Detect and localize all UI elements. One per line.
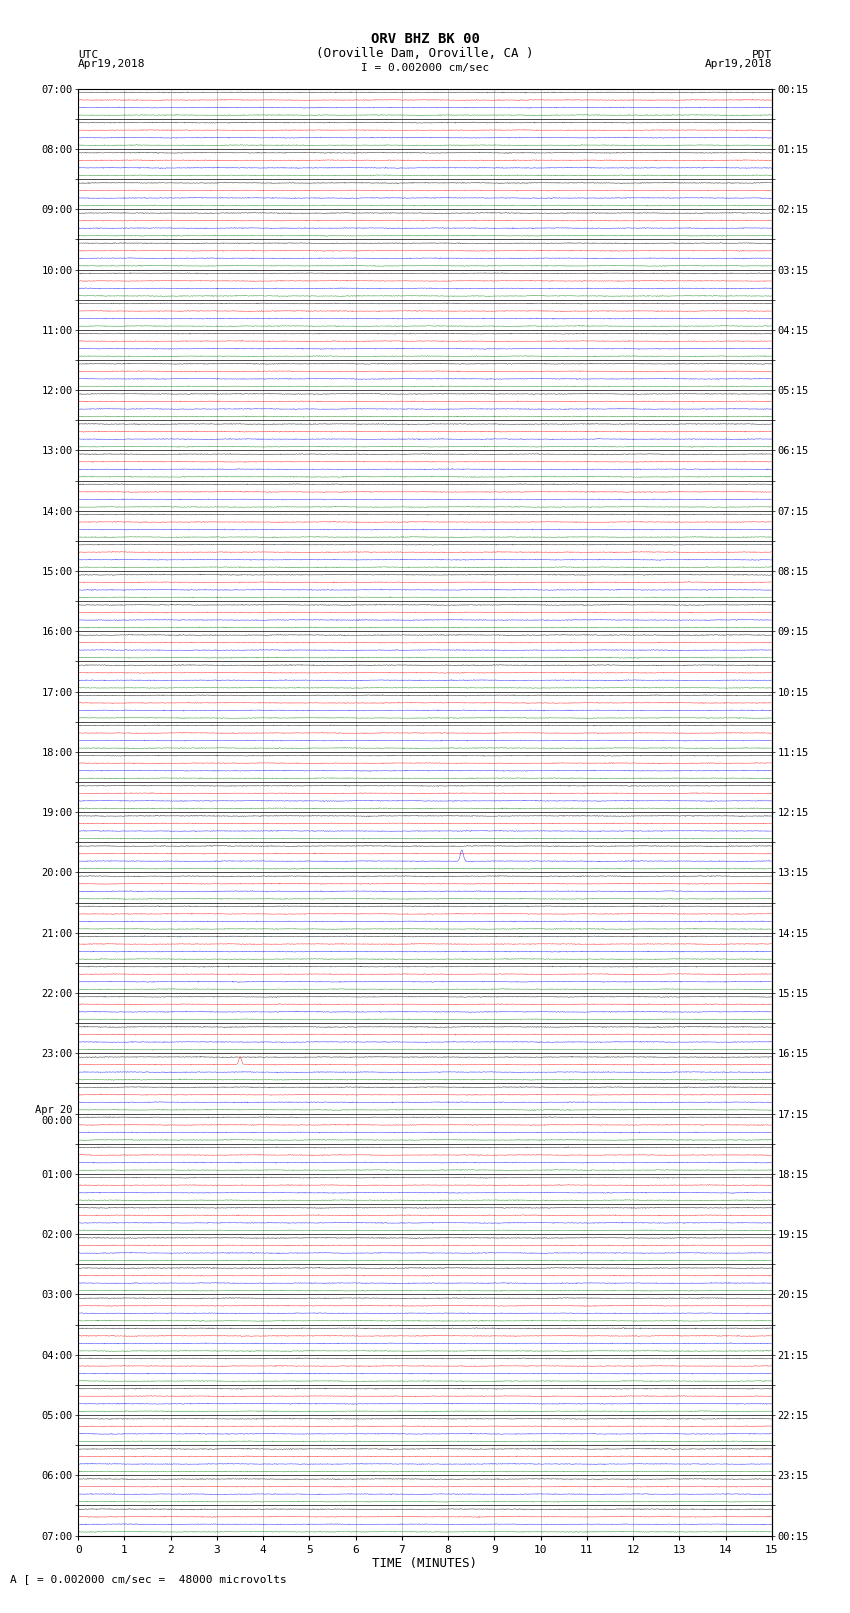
Text: (Oroville Dam, Oroville, CA ): (Oroville Dam, Oroville, CA ) (316, 47, 534, 60)
Text: UTC: UTC (78, 50, 99, 60)
Text: Apr19,2018: Apr19,2018 (705, 60, 772, 69)
Text: A [ = 0.002000 cm/sec =  48000 microvolts: A [ = 0.002000 cm/sec = 48000 microvolts (10, 1574, 287, 1584)
Text: ORV BHZ BK 00: ORV BHZ BK 00 (371, 32, 479, 45)
Text: Apr19,2018: Apr19,2018 (78, 60, 145, 69)
Text: PDT: PDT (751, 50, 772, 60)
Text: I = 0.002000 cm/sec: I = 0.002000 cm/sec (361, 63, 489, 73)
X-axis label: TIME (MINUTES): TIME (MINUTES) (372, 1558, 478, 1571)
